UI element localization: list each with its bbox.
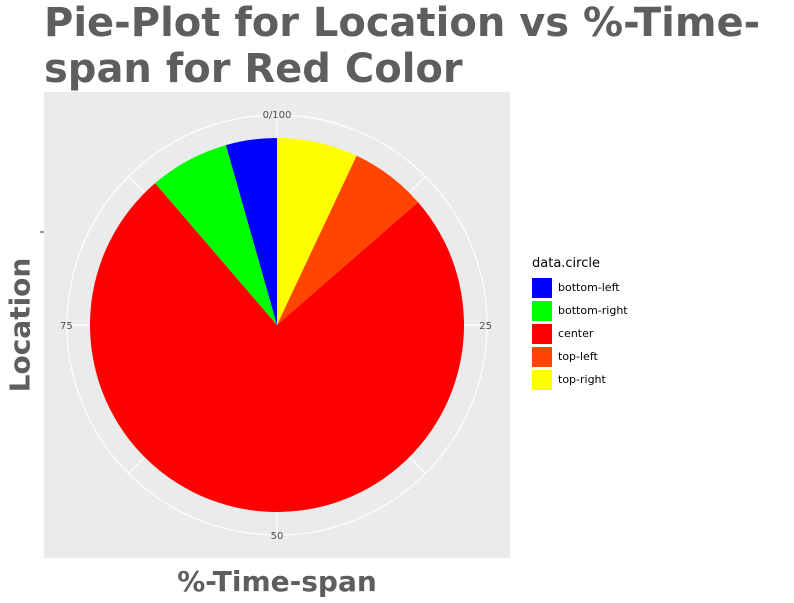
chart-title: Pie-Plot for Location vs %-Time-span for… — [44, 0, 761, 92]
legend-key — [532, 369, 552, 390]
pie-slice-bottom-left — [225, 138, 277, 325]
legend-item: top-right — [532, 368, 628, 391]
legend-items: bottom-left bottom-right center top-left top… — [532, 276, 628, 391]
legend-label: top-left — [558, 350, 598, 363]
legend-label: bottom-right — [558, 304, 628, 317]
legend-label: top-right — [558, 373, 606, 386]
legend: data.circle bottom-left bottom-right cente… — [532, 256, 628, 391]
legend-label: center — [558, 327, 594, 340]
angle-tick-label: 75 — [60, 321, 73, 332]
pie-slice-top-right — [277, 138, 357, 325]
x-axis-label: %-Time-span — [177, 565, 377, 598]
angle-tick-label: 0/100 — [263, 110, 292, 121]
legend-key — [532, 300, 552, 321]
angle-tick-label: 50 — [271, 531, 284, 542]
legend-title: data.circle — [532, 256, 600, 271]
angle-tick-label: 25 — [479, 321, 492, 332]
legend-label: bottom-left — [558, 281, 620, 294]
legend-item: bottom-left — [532, 276, 628, 299]
y-axis-label: Location — [3, 257, 37, 393]
legend-item: top-left — [532, 345, 628, 368]
legend-key — [532, 323, 552, 344]
pie-slice-top-left — [277, 155, 419, 325]
pie-slice-bottom-right — [155, 145, 277, 325]
pie-slice-center — [89, 183, 465, 513]
legend-key — [532, 346, 552, 367]
legend-item: center — [532, 322, 628, 345]
legend-item: bottom-right — [532, 299, 628, 322]
legend-key — [532, 277, 552, 298]
